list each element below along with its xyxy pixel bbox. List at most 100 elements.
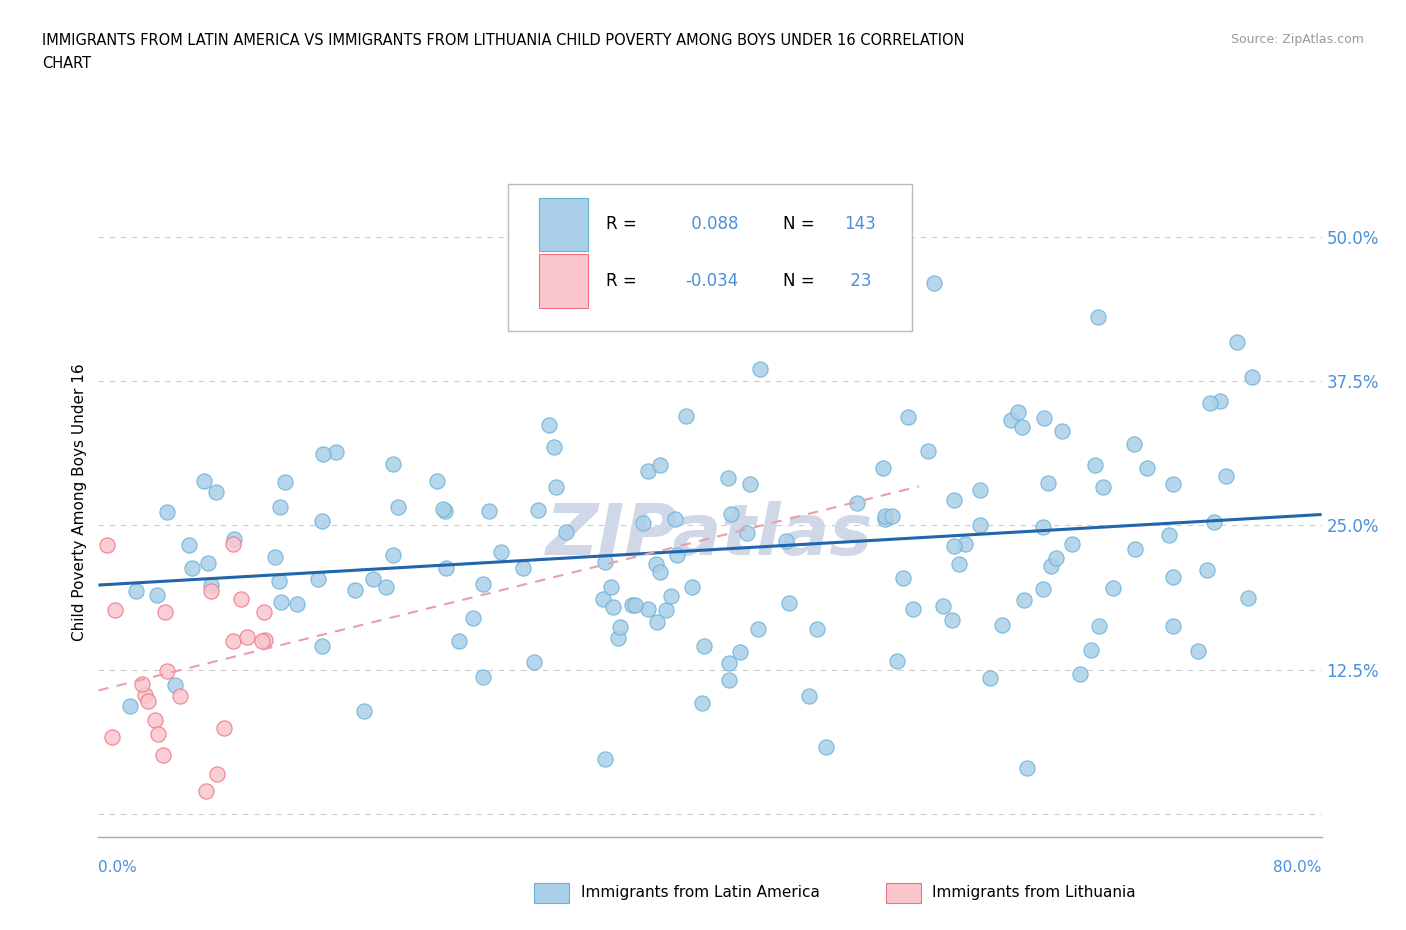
Point	[512, 560, 534, 575]
Point	[1123, 437, 1146, 452]
Point	[224, 531, 246, 546]
Point	[1032, 410, 1054, 425]
Point	[194, 783, 217, 798]
Point	[637, 464, 659, 479]
Text: Source: ZipAtlas.com: Source: ZipAtlas.com	[1230, 33, 1364, 46]
Point	[381, 547, 404, 562]
Point	[1240, 369, 1263, 384]
Point	[624, 597, 647, 612]
Point	[932, 599, 955, 614]
Point	[1084, 458, 1107, 472]
Point	[845, 496, 868, 511]
Point	[152, 748, 174, 763]
Point	[991, 618, 1014, 632]
Point	[1080, 642, 1102, 657]
Point	[1159, 527, 1181, 542]
Point	[969, 517, 991, 532]
Point	[325, 445, 347, 459]
Point	[807, 310, 830, 325]
Point	[254, 632, 277, 647]
Point	[620, 597, 643, 612]
Text: R =: R =	[606, 272, 643, 290]
Text: N =: N =	[783, 272, 815, 290]
Point	[718, 656, 741, 671]
Point	[148, 726, 170, 741]
Point	[543, 440, 565, 455]
Point	[1087, 310, 1109, 325]
Point	[650, 565, 672, 579]
Point	[654, 603, 676, 618]
Point	[426, 473, 449, 488]
Point	[153, 604, 176, 619]
Point	[593, 751, 616, 766]
Point	[609, 619, 631, 634]
Point	[778, 595, 800, 610]
Point	[434, 503, 457, 518]
Point	[363, 572, 385, 587]
Point	[554, 525, 576, 539]
Point	[207, 766, 229, 781]
Point	[1161, 618, 1184, 633]
Point	[797, 688, 820, 703]
Point	[943, 538, 966, 553]
Text: 143: 143	[845, 216, 876, 233]
Point	[943, 493, 966, 508]
Text: 80.0%: 80.0%	[1274, 860, 1322, 875]
FancyBboxPatch shape	[538, 197, 588, 251]
Point	[665, 548, 688, 563]
Text: IMMIGRANTS FROM LATIN AMERICA VS IMMIGRANTS FROM LITHUANIA CHILD POVERTY AMONG B: IMMIGRANTS FROM LATIN AMERICA VS IMMIGRA…	[42, 33, 965, 47]
Point	[489, 544, 512, 559]
FancyBboxPatch shape	[508, 184, 912, 331]
Point	[205, 485, 228, 499]
Point	[953, 537, 976, 551]
Point	[270, 595, 292, 610]
Text: Immigrants from Latin America: Immigrants from Latin America	[581, 885, 820, 900]
Point	[1136, 460, 1159, 475]
Point	[231, 591, 253, 606]
Point	[463, 610, 485, 625]
Point	[886, 654, 908, 669]
Point	[1226, 335, 1249, 350]
Point	[901, 601, 924, 616]
Text: 0.0%: 0.0%	[98, 860, 138, 875]
Point	[593, 555, 616, 570]
Point	[544, 480, 567, 495]
Point	[156, 505, 179, 520]
Point	[922, 275, 945, 290]
Text: 23: 23	[845, 272, 872, 290]
Point	[222, 633, 245, 648]
Point	[1101, 580, 1123, 595]
Point	[200, 584, 222, 599]
Point	[1050, 423, 1073, 438]
Point	[200, 578, 222, 592]
Point	[717, 672, 740, 687]
Point	[806, 622, 828, 637]
Point	[979, 671, 1001, 685]
Point	[607, 631, 630, 645]
Point	[693, 639, 716, 654]
Point	[1011, 419, 1033, 434]
Point	[644, 556, 666, 571]
Point	[1069, 667, 1091, 682]
Point	[880, 509, 903, 524]
Point	[1032, 581, 1054, 596]
Point	[274, 475, 297, 490]
Point	[664, 512, 686, 526]
Point	[143, 713, 166, 728]
Point	[134, 687, 156, 702]
Point	[100, 730, 122, 745]
Point	[1000, 413, 1022, 428]
Point	[720, 506, 742, 521]
Point	[264, 550, 287, 565]
Point	[1015, 761, 1038, 776]
Point	[1187, 644, 1209, 658]
Point	[432, 502, 454, 517]
Point	[1040, 559, 1063, 574]
Point	[96, 538, 118, 552]
Point	[471, 670, 494, 684]
Point	[675, 409, 697, 424]
Point	[1237, 591, 1260, 605]
Text: Immigrants from Lithuania: Immigrants from Lithuania	[932, 885, 1136, 900]
Point	[941, 613, 963, 628]
Point	[717, 470, 740, 485]
